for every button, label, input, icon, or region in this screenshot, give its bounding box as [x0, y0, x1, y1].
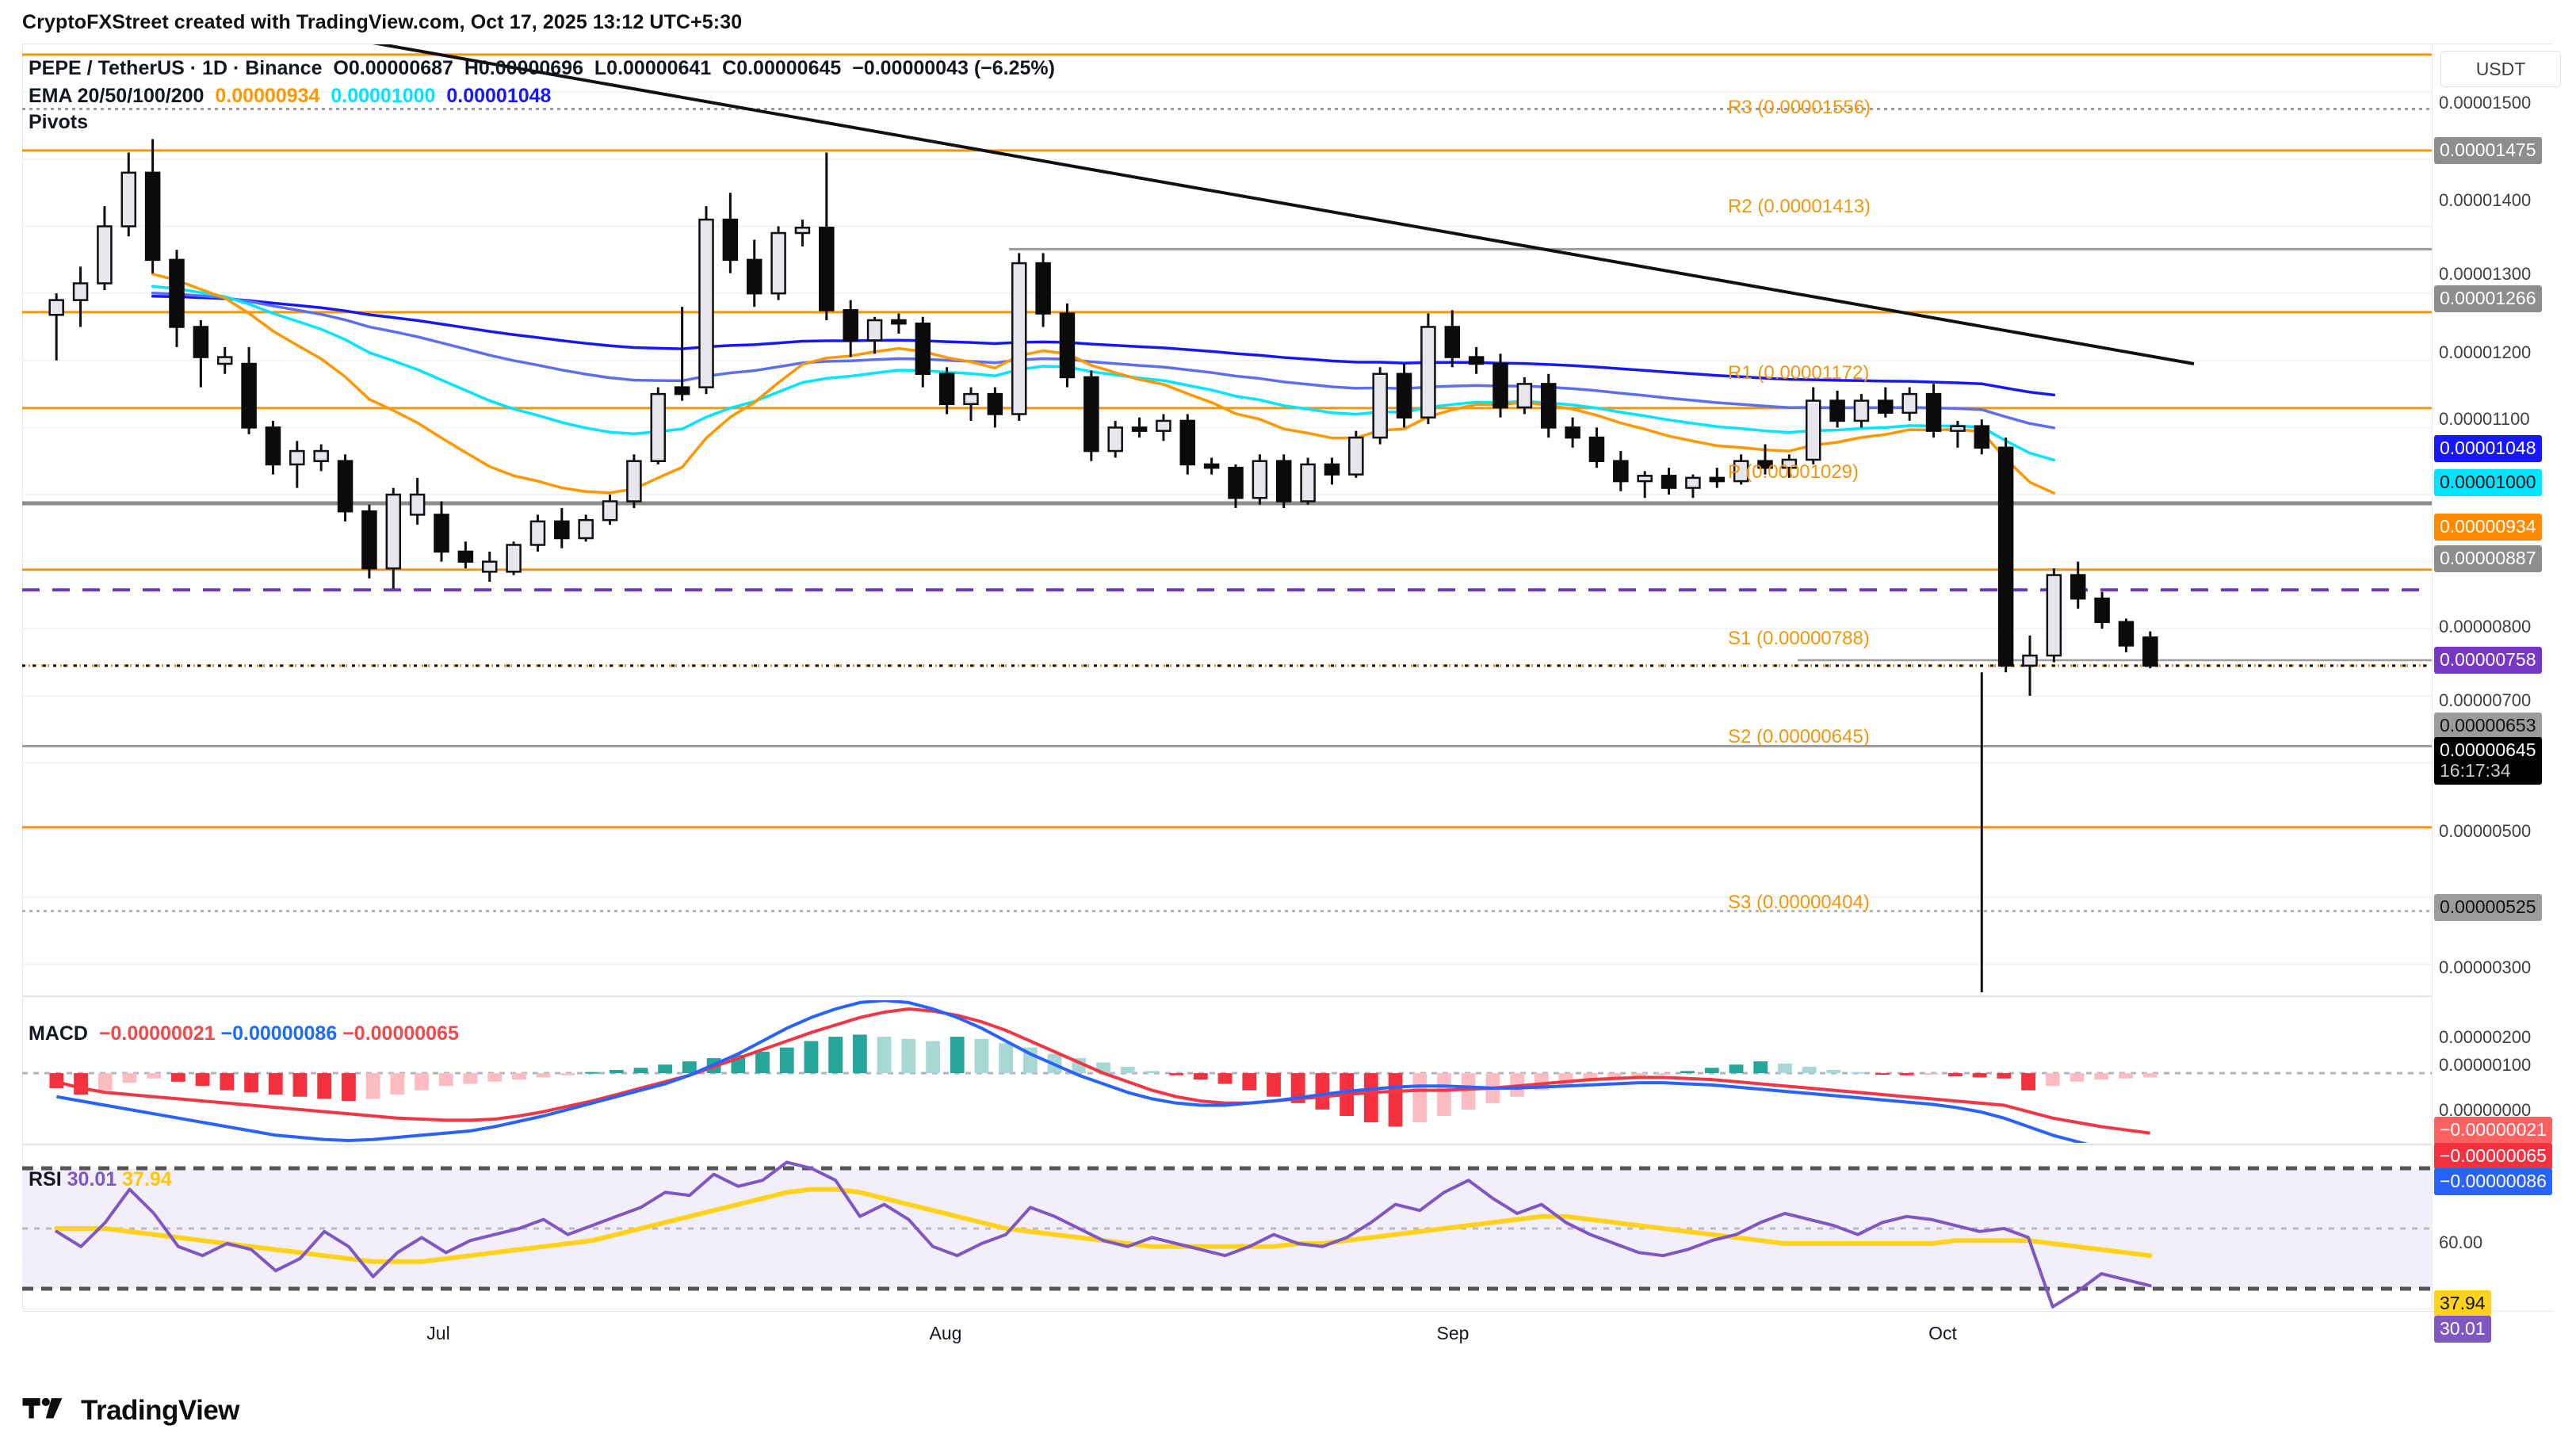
ema-legend-title[interactable]: EMA 20/50/100/200 [29, 85, 204, 107]
currency-badge[interactable]: USDT [2440, 51, 2561, 87]
price-axis-tick: 0.00001500 [2439, 93, 2532, 113]
price-axis-tick: 0.00001300 [2439, 264, 2532, 284]
macd-pane[interactable] [22, 1000, 2432, 1143]
legend-high: H0.00000696 [464, 57, 583, 79]
indicator-axis-tick: 60.00 [2439, 1232, 2483, 1252]
legend-sep-2: · [227, 57, 246, 79]
footer: TradingView [22, 1395, 240, 1427]
price-axis-badge[interactable]: 0.00000525 [2434, 894, 2542, 921]
macd-sp-1 [88, 1022, 99, 1045]
price-axis-tick: 0.00000800 [2439, 617, 2532, 636]
legend-close: C0.00000645 [722, 57, 842, 79]
rsi-pane[interactable] [22, 1148, 2432, 1309]
last-price-value: 0.00000645 [2440, 739, 2536, 760]
price-axis-badge[interactable]: 0.00001475 [2434, 137, 2542, 164]
macd-legend-row[interactable]: MACD −0.00000021 −0.00000086 −0.00000065 [29, 1022, 459, 1045]
macd-legend-title[interactable]: MACD [29, 1022, 88, 1045]
legend-exchange[interactable]: Binance [245, 57, 323, 79]
price-axis-badge[interactable]: 0.00001048 [2434, 435, 2542, 462]
legend-change: −0.00000043 (−6.25%) [852, 57, 1055, 79]
price-axis-badge[interactable]: 0.00000934 [2434, 514, 2542, 541]
price-axis-tick: 0.00000200 [2439, 1027, 2532, 1047]
legend-sp-6 [711, 57, 722, 79]
legend-low: L0.00000641 [594, 57, 712, 79]
price-pane-svg [22, 44, 2432, 992]
pane-separator-rsi [22, 1144, 2552, 1145]
ema100-value: 0.00001048 [446, 85, 552, 107]
macd-hist-value: −0.00000021 [98, 1022, 216, 1045]
price-axis-badge[interactable]: 0.00000758 [2434, 647, 2542, 674]
price-axis-tick: 0.00001200 [2439, 342, 2532, 362]
tradingview-logo-icon [22, 1397, 63, 1419]
ema-sp-2 [319, 85, 331, 107]
ema-legend-row[interactable]: EMA 20/50/100/200 0.00000934 0.00001000 … [29, 85, 551, 108]
legend-interval[interactable]: 1D [202, 57, 228, 79]
indicator-axis-badge[interactable]: −0.00000065 [2434, 1143, 2552, 1170]
macd-pane-svg [22, 1000, 2432, 1143]
rsi-ma-value: 37.94 [122, 1168, 172, 1190]
pane-separator-macd [22, 995, 2552, 997]
ema-sp-1 [204, 85, 215, 107]
macd-signal-value: −0.00000086 [220, 1022, 338, 1045]
time-axis-label: Sep [1436, 1323, 1470, 1343]
price-axis-tick: 0.00000100 [2439, 1055, 2532, 1075]
price-axis-tick: 0.00001400 [2439, 190, 2532, 210]
attribution-text: CryptoFXStreet created with TradingView.… [22, 11, 743, 33]
legend-symbol[interactable]: PEPE / TetherUS [29, 57, 185, 79]
indicator-axis-badge[interactable]: 37.94 [2434, 1290, 2491, 1317]
macd-sp-2 [216, 1022, 221, 1045]
price-axis[interactable]: USDT 0.00001500 0.00001400 0.00001300 0.000… [2432, 44, 2574, 1343]
rsi-legend-row[interactable]: RSI 30.01 37.94 [29, 1168, 172, 1191]
ema50-value: 0.00001000 [331, 85, 436, 107]
tradingview-brand: TradingView [81, 1395, 240, 1426]
rsi-value: 30.01 [67, 1168, 117, 1190]
time-axis-label: Oct [1928, 1323, 1957, 1343]
price-axis-badge[interactable]: 0.00001266 [2434, 285, 2542, 312]
legend-sp-5 [583, 57, 594, 79]
price-axis-tick: 0.00000500 [2439, 821, 2532, 841]
price-axis-badge[interactable]: 0.00000887 [2434, 545, 2542, 572]
legend-sp-4 [453, 57, 464, 79]
indicator-axis-tick: 0.00000000 [2439, 1100, 2532, 1120]
rsi-sp-1 [62, 1168, 67, 1190]
rsi-legend-title[interactable]: RSI [29, 1168, 62, 1190]
ema20-value: 0.00000934 [215, 85, 320, 107]
bar-countdown: 16:17:34 [2440, 759, 2511, 781]
price-axis-tick: 0.00000700 [2439, 690, 2532, 710]
price-axis-tick: 0.00001100 [2439, 409, 2530, 429]
price-pane[interactable] [22, 44, 2432, 995]
price-axis-tick: 0.00000300 [2439, 957, 2532, 977]
legend-sp-3 [323, 57, 334, 79]
indicator-axis-badge[interactable]: −0.00000086 [2434, 1168, 2552, 1195]
legend-sp-7 [841, 57, 852, 79]
indicator-axis-badge[interactable]: −0.00000021 [2434, 1117, 2552, 1144]
last-price-badge[interactable]: 0.00000645 16:17:34 [2434, 737, 2542, 785]
ema-sp-3 [435, 85, 446, 107]
time-axis-label: Aug [929, 1323, 962, 1343]
pivots-legend-row[interactable]: Pivots [29, 111, 88, 134]
legend-open: O0.00000687 [333, 57, 453, 79]
time-axis[interactable]: Jul Aug Sep Oct [22, 1311, 2552, 1355]
rsi-pane-svg [22, 1160, 2432, 1309]
indicator-axis-badge[interactable]: 30.01 [2434, 1316, 2491, 1343]
time-axis-label: Jul [426, 1323, 450, 1343]
macd-macd-value: −0.00000065 [342, 1022, 459, 1045]
pivots-legend-title[interactable]: Pivots [29, 111, 89, 133]
price-axis-badge[interactable]: 0.00000653 [2434, 713, 2542, 739]
price-legend-row[interactable]: PEPE / TetherUS · 1D · Binance O0.000006… [29, 57, 1055, 80]
price-axis-badge[interactable]: 0.00001000 [2434, 469, 2542, 496]
legend-sep-1: · [184, 57, 203, 79]
